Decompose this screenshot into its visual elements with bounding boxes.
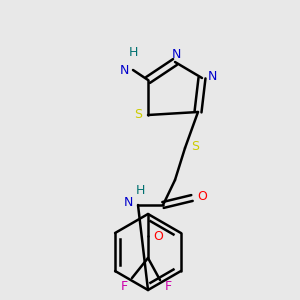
Text: N: N: [123, 196, 133, 208]
Text: O: O: [153, 230, 163, 244]
Text: S: S: [191, 140, 199, 152]
Text: N: N: [119, 64, 129, 76]
Text: F: F: [164, 280, 172, 293]
Text: H: H: [128, 46, 138, 59]
Text: O: O: [197, 190, 207, 203]
Text: F: F: [120, 280, 128, 292]
Text: N: N: [171, 47, 181, 61]
Text: N: N: [207, 70, 217, 83]
Text: S: S: [134, 109, 142, 122]
Text: H: H: [135, 184, 145, 197]
